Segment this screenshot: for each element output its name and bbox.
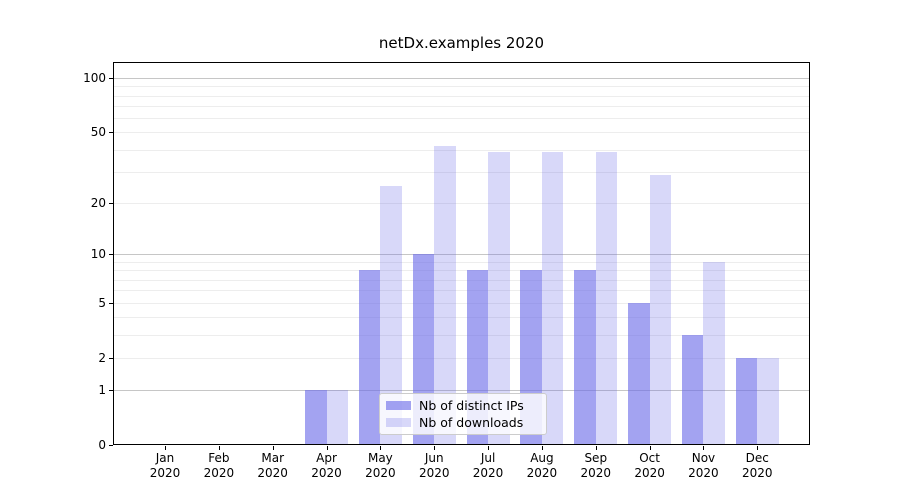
bar-downloads (434, 145, 456, 445)
gridline-minor (114, 317, 810, 319)
y-axis-tick (109, 445, 113, 446)
x-axis-tick (757, 446, 759, 450)
legend: Nb of distinct IPs Nb of downloads (379, 393, 547, 435)
gridline-minor (114, 171, 810, 173)
y-axis-tick-label: 5 (98, 295, 106, 310)
x-axis-tick-label: Sep 2020 (580, 451, 612, 480)
gridline-minor (114, 290, 810, 292)
y-axis-tick (109, 389, 113, 391)
bar-downloads (649, 174, 672, 445)
gridline-minor (114, 106, 810, 108)
x-axis-tick (218, 446, 220, 450)
gridline-minor (114, 118, 810, 120)
bar-distinct-ips (305, 389, 327, 445)
y-axis-tick-label: 10 (90, 247, 106, 262)
x-axis-tick-label: Apr 2020 (311, 451, 342, 480)
bar-distinct-ips (358, 270, 381, 445)
x-axis-tick (272, 446, 274, 450)
y-axis-tick (109, 357, 113, 359)
y-axis-tick-label: 20 (90, 195, 106, 210)
y-axis-tick (109, 78, 113, 79)
gridline-minor (114, 132, 810, 134)
chart-title: netDx.examples 2020 (378, 34, 545, 52)
x-axis-tick-label: Jul 2020 (472, 451, 504, 480)
x-axis-tick (326, 446, 328, 450)
x-axis-tick-label: Jan 2020 (149, 451, 181, 480)
gridline-minor (114, 302, 810, 304)
y-axis-tick (109, 202, 113, 204)
bar-distinct-ips (681, 334, 704, 445)
bar-distinct-ips (735, 357, 758, 445)
bar-downloads (595, 151, 618, 445)
x-axis-tick-label: Feb 2020 (203, 451, 235, 480)
bar-distinct-ips (574, 270, 596, 445)
gridline-major (114, 78, 810, 79)
gridline-minor (114, 202, 810, 204)
x-axis-tick (595, 446, 597, 450)
y-axis-tick-label: 0 (98, 438, 106, 452)
x-axis-tick-label: Aug 2020 (526, 451, 558, 480)
y-axis-tick-label: 1 (98, 382, 106, 397)
gridline-minor (114, 86, 810, 88)
y-axis-tick (109, 302, 113, 304)
legend-row-distinct-ips: Nb of distinct IPs (386, 397, 538, 414)
x-axis-tick-label: Nov 2020 (688, 451, 719, 480)
x-axis-tick (434, 446, 436, 450)
bar-downloads (541, 151, 564, 445)
y-axis-tick (109, 132, 113, 134)
bar-downloads (380, 185, 402, 445)
y-axis-tick-label: 50 (90, 125, 106, 140)
gridline-minor (114, 334, 810, 336)
gridline-minor (114, 270, 810, 272)
bar-distinct-ips (628, 302, 650, 445)
gridline-major (114, 254, 810, 256)
x-axis-tick (703, 446, 705, 450)
legend-swatch-distinct-ips (386, 401, 411, 410)
gridline-minor (114, 149, 810, 151)
y-axis-tick-label: 100 (83, 71, 106, 85)
bar-downloads (488, 151, 510, 445)
x-axis-tick (380, 446, 382, 450)
x-axis-tick-label: May 2020 (365, 451, 396, 480)
legend-label-distinct-ips: Nb of distinct IPs (419, 398, 524, 413)
legend-label-downloads: Nb of downloads (419, 415, 524, 430)
x-axis-tick (541, 446, 543, 450)
bar-downloads (703, 261, 725, 445)
gridline-minor (114, 357, 810, 359)
x-axis-tick-label: Jun 2020 (418, 451, 450, 480)
x-axis-tick (649, 446, 651, 450)
gridline-major (114, 389, 810, 391)
x-axis-tick (165, 446, 166, 450)
bar-downloads (757, 357, 779, 445)
x-axis-tick-label: Dec 2020 (742, 451, 773, 480)
y-axis-tick-label: 2 (98, 350, 106, 365)
gridline-minor (114, 261, 810, 263)
bar-downloads (326, 389, 349, 445)
gridline-minor (114, 95, 810, 97)
y-axis-tick (109, 254, 113, 256)
x-axis-tick-label: Mar 2020 (257, 451, 288, 480)
legend-row-downloads: Nb of downloads (386, 414, 538, 431)
legend-swatch-downloads (386, 418, 411, 427)
gridline-minor (114, 279, 810, 281)
x-axis-tick (488, 446, 490, 450)
x-axis-tick-label: Oct 2020 (634, 451, 665, 480)
